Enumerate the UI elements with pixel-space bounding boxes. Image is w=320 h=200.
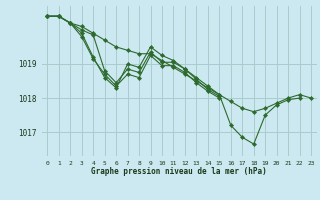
- X-axis label: Graphe pression niveau de la mer (hPa): Graphe pression niveau de la mer (hPa): [91, 167, 267, 176]
